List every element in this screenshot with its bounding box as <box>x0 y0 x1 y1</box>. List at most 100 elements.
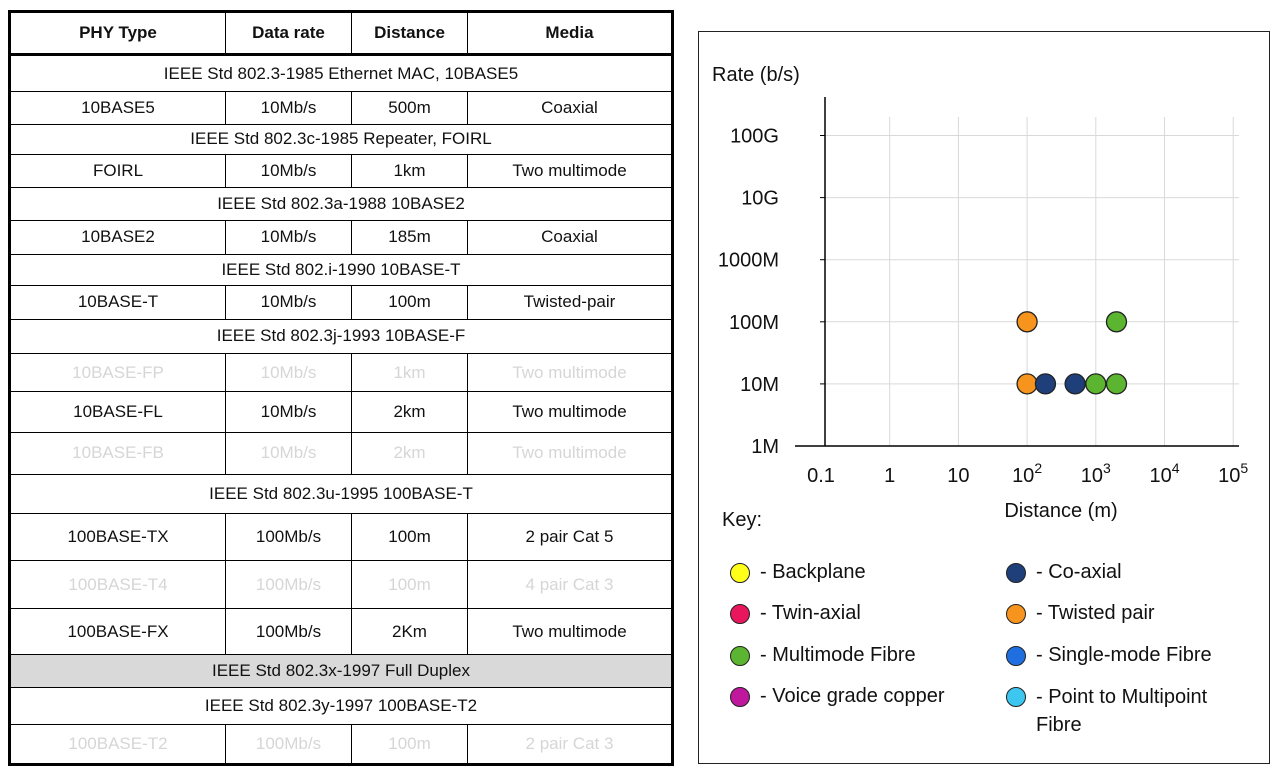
key-color-swatch <box>1006 604 1026 624</box>
distance-cell: 2km <box>351 391 468 433</box>
key-title: Key: <box>722 509 763 531</box>
data-rate-cell: 100Mb/s <box>225 724 352 765</box>
key-color-swatch <box>1006 563 1026 583</box>
standard-row: IEEE Std 802.i-1990 10BASE-T <box>9 253 673 287</box>
phy-row: 100BASE-T4 100Mb/s 100m 4 pair Cat 3 <box>9 559 673 610</box>
standard-row: IEEE Std 802.3a-1988 10BASE2 <box>9 187 673 221</box>
phy-row: 100BASE-FX 100Mb/s 2Km Two multimode <box>9 608 673 655</box>
x-tick-label: 102 <box>1012 460 1042 487</box>
data-rate-cell: 100Mb/s <box>225 513 352 561</box>
key-label: - Twin-axial <box>760 602 861 624</box>
header-phy-type: PHY Type <box>9 11 226 56</box>
y-tick-label: 1000M <box>718 250 779 272</box>
key-label: - Twisted pair <box>1036 602 1155 624</box>
phy-type-cell: 10BASE-FP <box>9 352 226 393</box>
key-label: - Voice grade copper <box>760 685 945 707</box>
key-item: - Twisted pair <box>1006 602 1155 626</box>
key-label: - Backplane <box>760 561 866 583</box>
phy-type-cell: 100BASE-TX <box>9 513 226 561</box>
phy-type-cell: 100BASE-FX <box>9 608 226 655</box>
distance-cell: 1km <box>351 352 468 393</box>
phy-type-cell: FOIRL <box>9 153 226 189</box>
distance-cell: 185m <box>351 219 468 255</box>
table-header-row: PHY Type Data rate Distance Media <box>9 11 673 56</box>
standard-row: IEEE Std 802.3x-1997 Full Duplex <box>9 653 673 689</box>
data-rate-cell: 10Mb/s <box>225 219 352 255</box>
media-cell: 2 pair Cat 3 <box>467 724 673 765</box>
x-tick-label: 1 <box>884 465 895 487</box>
media-cell: 2 pair Cat 5 <box>467 513 673 561</box>
key-label: - Single-mode Fibre <box>1036 644 1212 666</box>
data-point <box>1034 373 1057 395</box>
distance-cell: 100m <box>351 559 468 610</box>
data-point <box>1016 311 1038 333</box>
header-media: Media <box>467 11 673 56</box>
data-rate-cell: 100Mb/s <box>225 559 352 610</box>
header-data-rate: Data rate <box>225 11 352 56</box>
key-item: - Point to Multipoint Fibre <box>1006 686 1236 739</box>
phy-row: 10BASE-FB 10Mb/s 2km Two multimode <box>9 431 673 476</box>
data-rate-cell: 10Mb/s <box>225 91 352 125</box>
distance-cell: 2Km <box>351 608 468 655</box>
key-item: - Multimode Fibre <box>730 644 916 668</box>
data-rate-cell: 10Mb/s <box>225 431 352 476</box>
header-distance: Distance <box>351 11 468 56</box>
key-color-swatch <box>730 604 750 624</box>
key-item: - Backplane <box>730 561 866 585</box>
phy-row: 10BASE2 10Mb/s 185m Coaxial <box>9 219 673 255</box>
media-cell: 4 pair Cat 3 <box>467 559 673 610</box>
standard-title: IEEE Std 802.3y-1997 100BASE-T2 <box>9 687 673 726</box>
key-label: - Multimode Fibre <box>760 644 916 666</box>
key-item: - Voice grade copper <box>730 685 945 709</box>
data-rate-cell: 10Mb/s <box>225 352 352 393</box>
standard-row: IEEE Std 802.3u-1995 100BASE-T <box>9 474 673 515</box>
phy-type-cell: 10BASE2 <box>9 219 226 255</box>
y-axis-title: Rate (b/s) <box>712 64 800 86</box>
media-cell: Two multimode <box>467 352 673 393</box>
media-cell: Two multimode <box>467 431 673 476</box>
key-color-swatch <box>730 646 750 666</box>
x-tick-label: 0.1 <box>807 465 835 487</box>
phy-row: 10BASE-FL 10Mb/s 2km Two multimode <box>9 391 673 433</box>
data-point <box>1016 373 1038 395</box>
standard-title: IEEE Std 802.3a-1988 10BASE2 <box>9 187 673 221</box>
media-cell: Twisted-pair <box>467 285 673 320</box>
standard-title: IEEE Std 802.3c-1985 Repeater, FOIRL <box>9 123 673 155</box>
media-cell: Two multimode <box>467 608 673 655</box>
y-tick-label: 1M <box>751 436 779 458</box>
table-body: IEEE Std 802.3-1985 Ethernet MAC, 10BASE… <box>9 53 673 765</box>
standard-title: IEEE Std 802.3j-1993 10BASE-F <box>9 318 673 354</box>
standard-row: IEEE Std 802.3j-1993 10BASE-F <box>9 318 673 354</box>
phy-row: 10BASE-T 10Mb/s 100m Twisted-pair <box>9 285 673 320</box>
key-color-swatch <box>1006 687 1026 707</box>
data-point <box>1105 373 1128 395</box>
y-tick-label: 100M <box>729 312 779 334</box>
y-tick-label: 100G <box>730 126 779 148</box>
media-cell: Two multimode <box>467 391 673 433</box>
phy-type-cell: 10BASE-T <box>9 285 226 320</box>
key-item: - Twin-axial <box>730 602 861 626</box>
phy-row: 100BASE-T2 100Mb/s 100m 2 pair Cat 3 <box>9 724 673 765</box>
y-tick-label: 10G <box>741 188 779 210</box>
data-point <box>1085 373 1107 395</box>
phy-type-cell: 10BASE-FL <box>9 391 226 433</box>
phy-row: 100BASE-TX 100Mb/s 100m 2 pair Cat 5 <box>9 513 673 561</box>
standard-row: IEEE Std 802.3y-1997 100BASE-T2 <box>9 687 673 726</box>
media-cell: Coaxial <box>467 219 673 255</box>
phy-row: 10BASE5 10Mb/s 500m Coaxial <box>9 91 673 125</box>
rate-distance-chart: 1M 10M 100M 1000M 10G 100G 0.1 1 10 102 103 104 105 R… <box>712 64 1248 522</box>
chart-panel: 1M 10M 100M 1000M 10G 100G 0.1 1 10 102 103 104 105 R… <box>698 31 1270 764</box>
distance-cell: 100m <box>351 285 468 320</box>
distance-cell: 500m <box>351 91 468 125</box>
distance-cell: 100m <box>351 513 468 561</box>
standard-title: IEEE Std 802.i-1990 10BASE-T <box>9 253 673 287</box>
standard-row: IEEE Std 802.3-1985 Ethernet MAC, 10BASE… <box>9 53 673 93</box>
x-tick-label: 105 <box>1218 460 1248 487</box>
standard-title: IEEE Std 802.3x-1997 Full Duplex <box>9 653 673 689</box>
media-cell: Coaxial <box>467 91 673 125</box>
phy-row: 10BASE-FP 10Mb/s 1km Two multimode <box>9 352 673 393</box>
phy-type-cell: 100BASE-T4 <box>9 559 226 610</box>
key-label: - Co-axial <box>1036 561 1122 583</box>
key-label: - Point to Multipoint Fibre <box>1036 686 1208 736</box>
phy-row: FOIRL 10Mb/s 1km Two multimode <box>9 153 673 189</box>
